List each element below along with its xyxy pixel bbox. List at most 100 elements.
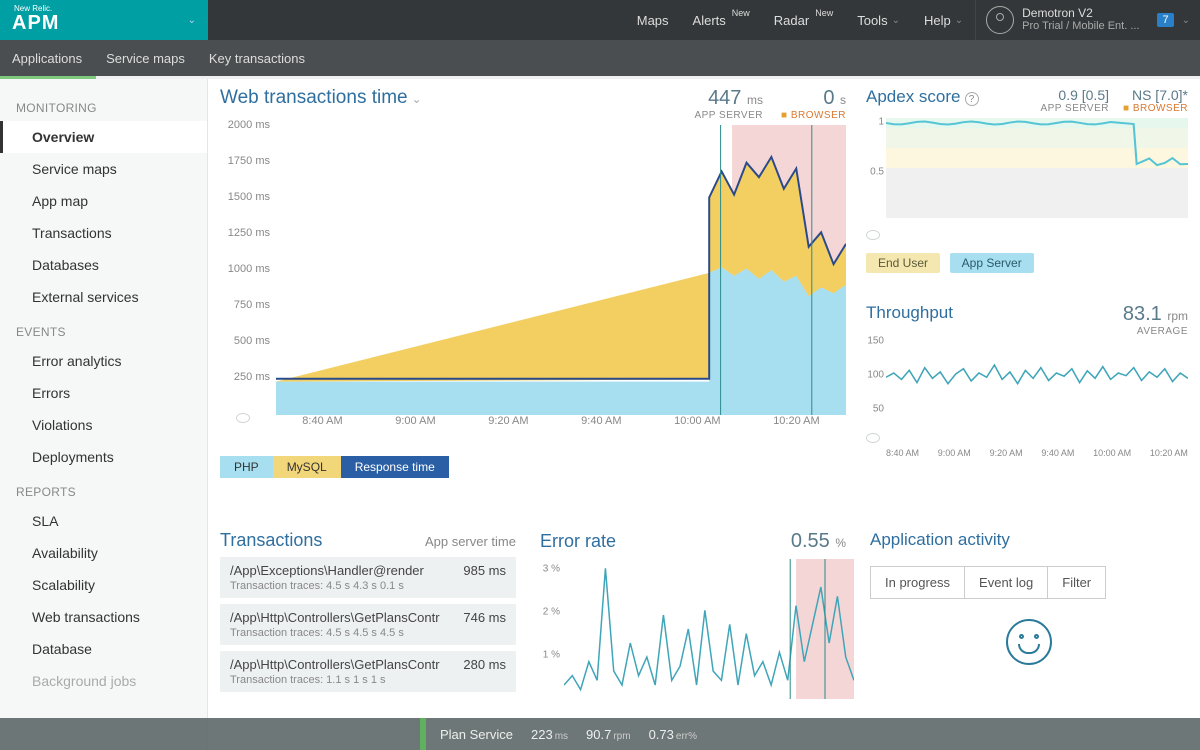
nav-help[interactable]: Help⌄ xyxy=(912,0,975,40)
eye-icon[interactable] xyxy=(866,433,880,443)
sidebar-item-app-map[interactable]: App map xyxy=(0,185,207,217)
transactions-subtitle: App server time xyxy=(425,534,516,549)
tx-time: 746 ms xyxy=(463,610,506,625)
activity-tabs: In progress Event log Filter xyxy=(870,566,1106,599)
transaction-row[interactable]: /App\Http\Controllers\GetPlansContr 280 m… xyxy=(220,651,516,692)
avatar-icon xyxy=(986,6,1014,34)
sidebar-heading-monitoring: MONITORING xyxy=(0,89,207,121)
right-column: Apdex score? 0.9 [0.5]APP SERVER NS [7.0… xyxy=(858,79,1200,518)
sidebar-heading-events: EVENTS xyxy=(0,313,207,345)
tx-time: 280 ms xyxy=(463,657,506,672)
pill-app-server[interactable]: App Server xyxy=(950,253,1034,273)
tab-in-progress[interactable]: In progress xyxy=(871,567,964,598)
notification-badge[interactable]: 7 xyxy=(1157,13,1173,27)
web-transactions-panel: Web transactions time⌄ 447 ms APP SERVER… xyxy=(208,79,858,518)
sidebar-item-errors[interactable]: Errors xyxy=(0,377,207,409)
legend: PHP MySQL Response time xyxy=(220,456,846,478)
legend-mysql[interactable]: MySQL xyxy=(273,456,341,478)
nav-alerts[interactable]: AlertsNew xyxy=(681,0,762,40)
error-rate-value: 0.55 % xyxy=(791,530,846,553)
sidebar-item-scalability[interactable]: Scalability xyxy=(0,569,207,601)
logo[interactable]: New Relic. APM ⌄ xyxy=(0,0,208,40)
sidebar-item-database[interactable]: Database xyxy=(0,633,207,665)
chevron-down-icon: ⌄ xyxy=(892,15,900,26)
apdex-chart[interactable]: 10.5 xyxy=(866,118,1188,228)
chevron-down-icon: ⌄ xyxy=(955,15,963,26)
sub-nav: Applications Service maps Key transactio… xyxy=(0,40,1200,76)
subnav-applications[interactable]: Applications xyxy=(12,51,82,66)
chevron-down-icon: ⌄ xyxy=(412,92,422,106)
sidebar-item-external-services[interactable]: External services xyxy=(0,281,207,313)
top-bar: New Relic. APM ⌄ Maps AlertsNew RadarNew… xyxy=(0,0,1200,40)
nav-tools[interactable]: Tools⌄ xyxy=(845,0,912,40)
tx-traces: Transaction traces: 1.1 s 1 s 1 s xyxy=(230,674,506,686)
sidebar-item-service-maps[interactable]: Service maps xyxy=(0,153,207,185)
sidebar-item-transactions[interactable]: Transactions xyxy=(0,217,207,249)
error-rate-title: Error rate xyxy=(540,531,616,552)
sidebar-item-availability[interactable]: Availability xyxy=(0,537,207,569)
status-rpm: 90.7rpm xyxy=(586,727,631,742)
smiley-icon xyxy=(1006,619,1052,665)
tx-name: /App\Exceptions\Handler@render xyxy=(230,563,424,578)
throughput-title: Throughput xyxy=(866,303,953,323)
sidebar-item-overview[interactable]: Overview xyxy=(0,121,207,153)
sidebar-item-sla[interactable]: SLA xyxy=(0,505,207,537)
eye-icon[interactable] xyxy=(866,230,880,240)
web-transactions-chart[interactable]: 2000 ms1750 ms1500 ms1250 ms1000 ms750 m… xyxy=(220,125,846,435)
top-nav: Maps AlertsNew RadarNew Tools⌄ Help⌄ Dem… xyxy=(625,0,1200,40)
app-server-value: 447 ms xyxy=(694,87,763,110)
sidebar-item-error-analytics[interactable]: Error analytics xyxy=(0,345,207,377)
tab-filter[interactable]: Filter xyxy=(1047,567,1105,598)
throughput-value: 83.1 rpm xyxy=(1123,303,1188,326)
nav-maps[interactable]: Maps xyxy=(625,0,681,40)
nav-radar[interactable]: RadarNew xyxy=(762,0,845,40)
status-indicator xyxy=(420,718,426,750)
legend-php[interactable]: PHP xyxy=(220,456,273,478)
content: Web transactions time⌄ 447 ms APP SERVER… xyxy=(208,79,1200,750)
legend-response-time[interactable]: Response time xyxy=(341,456,449,478)
subnav-key-transactions[interactable]: Key transactions xyxy=(209,51,305,66)
sidebar-item-web-transactions[interactable]: Web transactions xyxy=(0,601,207,633)
error-rate-panel: Error rate 0.55 % 3 %2 %1 % xyxy=(528,518,858,750)
tab-event-log[interactable]: Event log xyxy=(964,567,1047,598)
bottom-status-bar: Plan Service 223ms 90.7rpm 0.73err% xyxy=(0,718,1200,750)
sidebar: MONITORING Overview Service maps App map… xyxy=(0,79,208,750)
transactions-title: Transactions xyxy=(220,530,322,551)
sidebar-item-background-jobs[interactable]: Background jobs xyxy=(0,665,207,697)
tx-name: /App\Http\Controllers\GetPlansContr xyxy=(230,657,440,672)
application-activity-panel: Application activity In progress Event l… xyxy=(858,518,1200,750)
sidebar-heading-reports: REPORTS xyxy=(0,473,207,505)
throughput-chart[interactable]: 15010050 xyxy=(866,341,1188,431)
browser-label: BROWSER xyxy=(781,110,846,121)
transaction-row[interactable]: /App\Http\Controllers\GetPlansContr 746 m… xyxy=(220,604,516,645)
bottom-row: Transactions App server time /App\Except… xyxy=(208,518,1200,750)
web-transactions-title[interactable]: Web transactions time⌄ xyxy=(220,87,422,109)
chevron-down-icon: ⌄ xyxy=(1182,15,1190,26)
user-menu[interactable]: Demotron V2 Pro Trial / Mobile Ent. ... … xyxy=(975,0,1200,40)
apdex-title: Apdex score? xyxy=(866,87,979,107)
sidebar-item-deployments[interactable]: Deployments xyxy=(0,441,207,473)
activity-title: Application activity xyxy=(870,530,1188,550)
apdex-app-server-value: 0.9 [0.5] xyxy=(1040,87,1109,103)
sidebar-item-databases[interactable]: Databases xyxy=(0,249,207,281)
transaction-row[interactable]: /App\Exceptions\Handler@render 985 ms Tran… xyxy=(220,557,516,598)
user-name: Demotron V2 xyxy=(1022,7,1139,20)
eye-icon[interactable] xyxy=(236,413,250,423)
status-err: 0.73err% xyxy=(649,727,697,742)
service-name[interactable]: Plan Service xyxy=(440,727,513,742)
main: MONITORING Overview Service maps App map… xyxy=(0,79,1200,750)
transactions-panel: Transactions App server time /App\Except… xyxy=(208,518,528,750)
browser-value: 0 s xyxy=(781,87,846,110)
tx-traces: Transaction traces: 4.5 s 4.5 s 4.5 s xyxy=(230,627,506,639)
tx-time: 985 ms xyxy=(463,563,506,578)
help-icon[interactable]: ? xyxy=(965,92,979,106)
error-rate-chart[interactable]: 3 %2 %1 % xyxy=(540,559,846,699)
sidebar-item-violations[interactable]: Violations xyxy=(0,409,207,441)
app-server-label: APP SERVER xyxy=(694,110,763,121)
apdex-browser-value: NS [7.0]* xyxy=(1123,87,1188,103)
chevron-down-icon[interactable]: ⌄ xyxy=(188,15,196,26)
tx-traces: Transaction traces: 4.5 s 4.3 s 0.1 s xyxy=(230,580,506,592)
pill-end-user[interactable]: End User xyxy=(866,253,940,273)
subnav-service-maps[interactable]: Service maps xyxy=(106,51,185,66)
tx-name: /App\Http\Controllers\GetPlansContr xyxy=(230,610,440,625)
